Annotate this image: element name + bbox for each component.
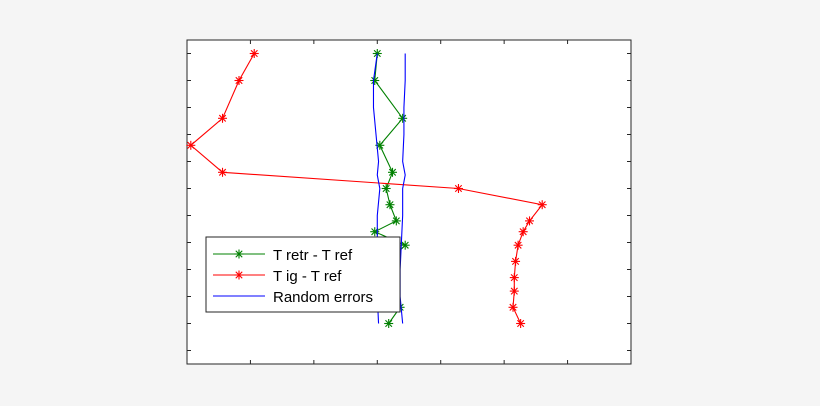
data-point <box>391 216 401 226</box>
legend-samples <box>213 249 265 297</box>
marker-stroke <box>187 141 195 149</box>
legend: T retr - T ref T ig - T ref Random error… <box>205 236 401 313</box>
data-point <box>249 49 259 58</box>
data-point <box>518 227 528 237</box>
legend-label-t-ig: T ig - T ref <box>273 268 342 285</box>
marker-stroke <box>454 184 463 193</box>
data-point <box>398 113 408 123</box>
marker-stroke <box>371 76 379 85</box>
legend-marker <box>234 270 244 280</box>
series-t-ig-t-ref <box>186 49 547 328</box>
marker-stroke <box>218 114 227 122</box>
data-point <box>385 200 395 210</box>
marker-stroke <box>235 250 243 258</box>
data-point <box>537 200 547 210</box>
data-point <box>218 113 228 123</box>
data-point <box>370 227 380 237</box>
data-point <box>384 319 394 328</box>
data-point <box>509 273 519 283</box>
data-point <box>509 286 519 296</box>
data-point <box>388 167 398 177</box>
marker-stroke <box>511 257 520 266</box>
marker-stroke <box>401 241 409 249</box>
data-point <box>508 302 518 312</box>
data-point <box>234 76 244 85</box>
marker-stroke <box>510 273 518 282</box>
marker-stroke <box>538 201 546 209</box>
data-point <box>525 216 535 226</box>
marker-stroke <box>382 184 390 193</box>
data-point <box>218 167 228 177</box>
axis-ticks <box>186 40 632 364</box>
data-point <box>381 184 391 193</box>
marker-stroke <box>509 303 517 311</box>
data-point <box>400 240 410 250</box>
marker-stroke <box>250 49 258 58</box>
data-point <box>513 240 523 250</box>
legend-marker <box>234 249 244 259</box>
marker-stroke <box>392 217 400 225</box>
marker-stroke <box>218 168 227 176</box>
marker-stroke <box>399 114 407 122</box>
marker-stroke <box>514 241 522 249</box>
data-point <box>370 76 380 85</box>
legend-label-t-retr: T retr - T ref <box>273 247 353 264</box>
marker-stroke <box>235 76 243 85</box>
legend-label-random-errors: Random errors <box>273 289 373 306</box>
marker-stroke <box>385 319 393 328</box>
data-point <box>186 140 196 150</box>
data-point <box>516 319 526 328</box>
marker-stroke <box>525 217 534 225</box>
plot-area <box>186 39 632 365</box>
marker-stroke <box>386 201 394 209</box>
marker-stroke <box>235 271 243 279</box>
marker-stroke <box>510 287 518 295</box>
data-point <box>453 184 463 193</box>
marker-stroke <box>519 228 527 236</box>
marker-stroke <box>388 168 397 176</box>
marker-stroke <box>517 319 525 328</box>
data-point <box>511 256 521 266</box>
